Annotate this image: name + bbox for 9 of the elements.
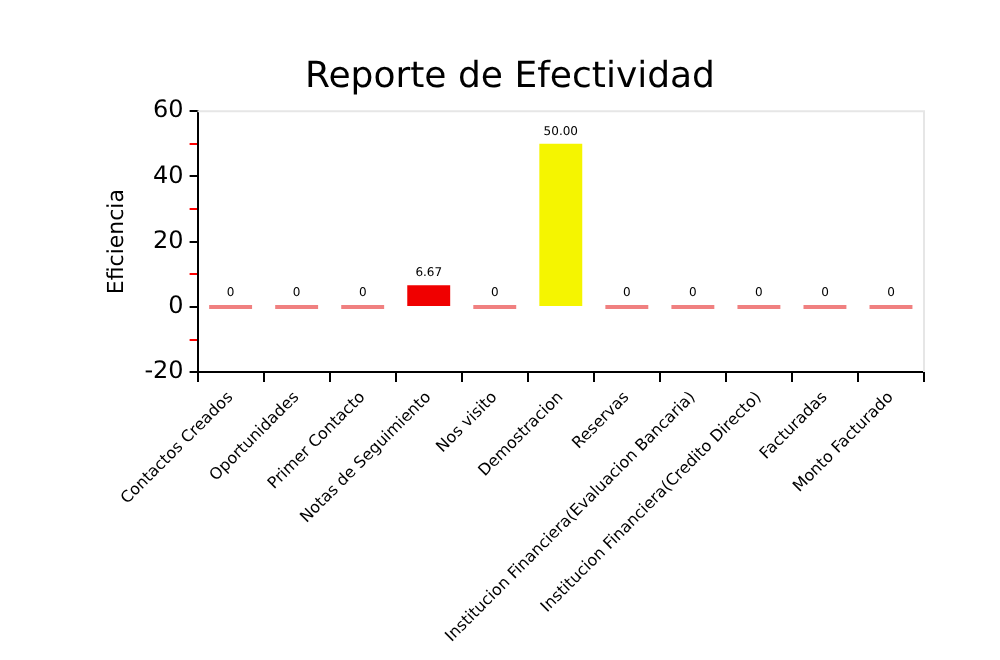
y-tick-label: 40 — [153, 160, 184, 189]
y-axis-title: Eficiencia — [102, 189, 129, 295]
y-tick-label: 20 — [153, 225, 184, 254]
y-tick-label: 60 — [153, 95, 184, 124]
bar — [539, 143, 583, 306]
bar — [407, 285, 451, 306]
chart-title: Reporte de Efectividad — [305, 54, 715, 97]
y-tick-label: -20 — [144, 356, 184, 385]
y-tick-label: 0 — [168, 291, 184, 320]
